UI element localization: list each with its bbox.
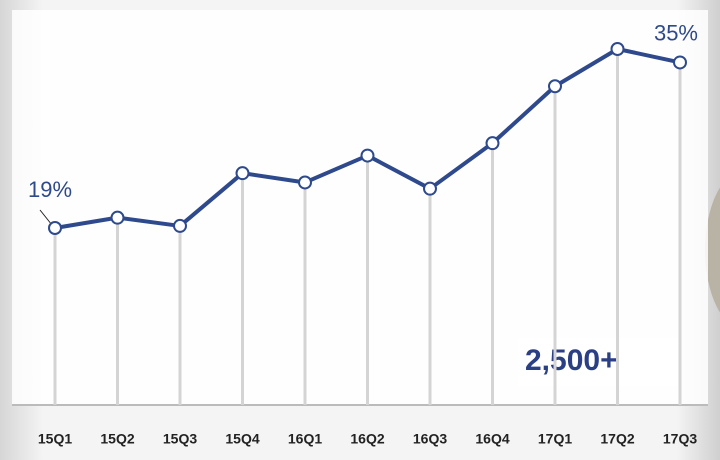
point (610, 42, 625, 56)
annotation-box (518, 338, 678, 386)
point (485, 136, 500, 151)
value-label: 35% (654, 20, 698, 45)
leader-line (39, 209, 53, 226)
x-tick-label: 17Q3 (663, 431, 697, 447)
x-tick-label: 17Q1 (538, 431, 572, 447)
point (235, 166, 250, 181)
x-tick-label: 15Q4 (225, 431, 259, 447)
x-tick-label: 16Q4 (475, 431, 509, 447)
point (173, 218, 187, 233)
point (423, 181, 437, 196)
point (110, 210, 125, 225)
point (298, 175, 312, 190)
point (48, 221, 62, 235)
point (360, 148, 375, 163)
point (673, 55, 687, 70)
x-tick-label: 17Q2 (600, 431, 634, 447)
point (548, 79, 562, 94)
x-tick-label: 16Q3 (413, 431, 447, 447)
value-label: 19% (28, 177, 72, 202)
x-tick-label: 15Q1 (38, 431, 72, 447)
annotation: 2,500+ (525, 344, 618, 377)
x-tick-label: 16Q1 (288, 431, 322, 447)
x-tick-label: 16Q2 (350, 431, 384, 447)
photo (705, 187, 720, 313)
x-tick-label: 15Q2 (100, 431, 134, 447)
x-tick-label: 15Q3 (163, 431, 197, 447)
